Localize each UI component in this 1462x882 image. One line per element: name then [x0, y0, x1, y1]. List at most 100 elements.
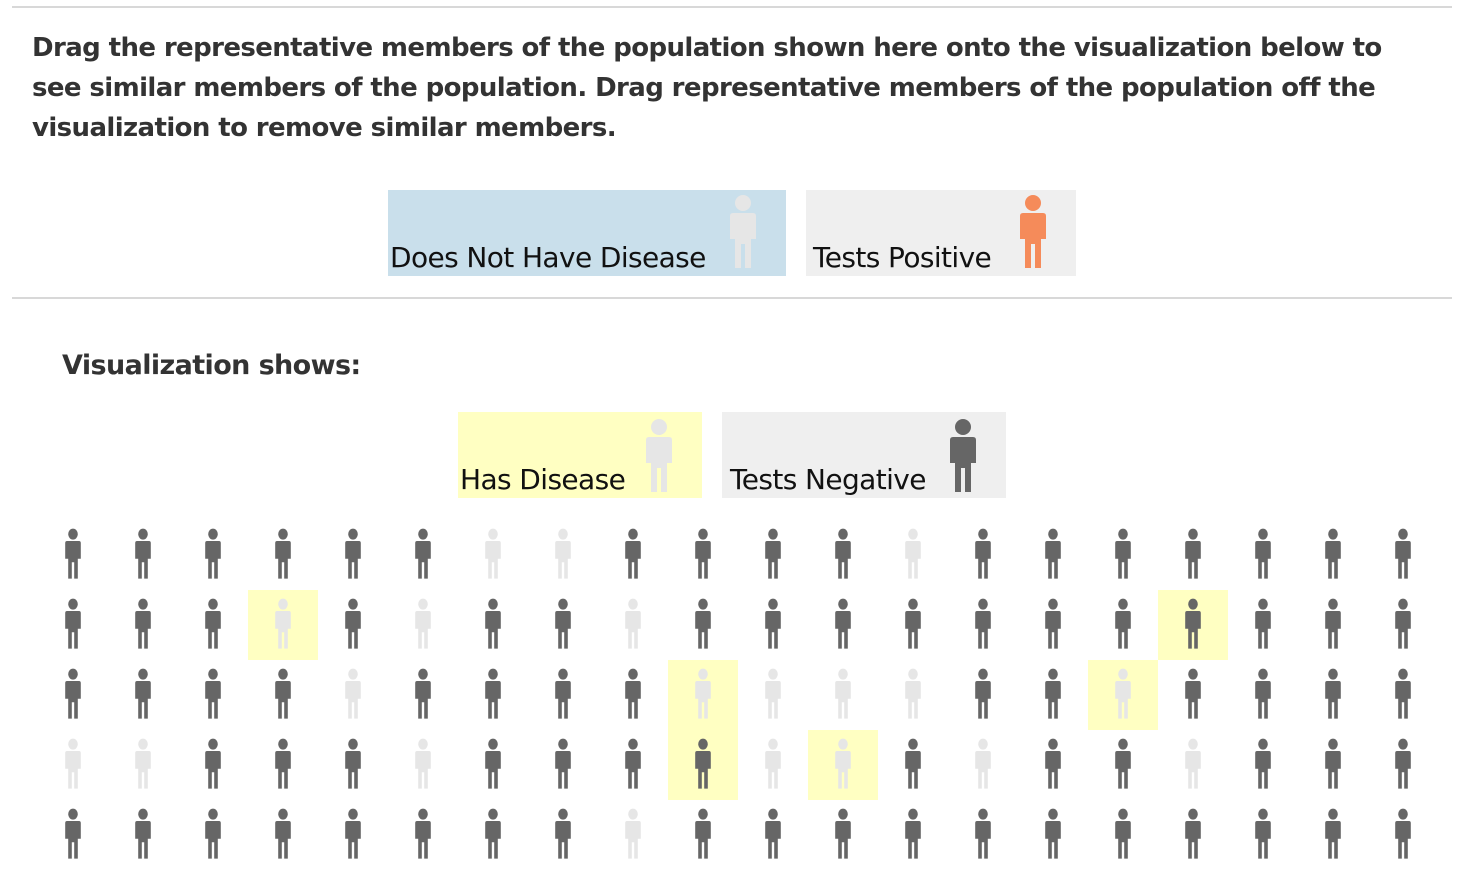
person-icon [1325, 598, 1341, 649]
person-icon [205, 808, 221, 859]
person-icon [1115, 598, 1131, 649]
population-member [178, 800, 248, 870]
active-card-tests-negative[interactable]: Tests Negative [722, 412, 1006, 498]
population-member [878, 590, 948, 660]
person-icon [975, 738, 991, 789]
population-member [1088, 660, 1158, 730]
instructions-text: Drag the representative members of the p… [32, 33, 1382, 143]
population-member [1298, 730, 1368, 800]
population-member [38, 800, 108, 870]
top-divider [12, 6, 1452, 8]
person-icon [65, 528, 81, 579]
person-icon [485, 528, 501, 579]
population-member [1018, 590, 1088, 660]
population-member [1088, 590, 1158, 660]
population-member [1088, 730, 1158, 800]
population-member [1368, 520, 1438, 590]
population-member [528, 590, 598, 660]
person-icon [1115, 668, 1131, 719]
population-member [458, 590, 528, 660]
person-icon [65, 738, 81, 789]
person-icon [765, 668, 781, 719]
population-member [738, 520, 808, 590]
person-icon [1045, 598, 1061, 649]
person-icon [205, 598, 221, 649]
visualization-title: Visualization shows: [62, 350, 361, 381]
person-icon [135, 528, 151, 579]
person-icon [905, 738, 921, 789]
middle-divider [12, 297, 1452, 299]
person-icon [555, 528, 571, 579]
population-member [1158, 520, 1228, 590]
person-icon [485, 808, 501, 859]
population-member [318, 730, 388, 800]
population-member [1438, 800, 1462, 870]
person-icon [555, 808, 571, 859]
population-member [668, 590, 738, 660]
person-icon [625, 598, 641, 649]
person-icon [1045, 738, 1061, 789]
person-icon [765, 598, 781, 649]
population-member [248, 660, 318, 730]
population-member [458, 660, 528, 730]
population-member [1088, 520, 1158, 590]
population-member [528, 800, 598, 870]
person-icon [835, 738, 851, 789]
population-member [318, 660, 388, 730]
population-member [1368, 660, 1438, 730]
population-member [808, 800, 878, 870]
population-member [808, 520, 878, 590]
person-icon [555, 668, 571, 719]
population-member [1228, 660, 1298, 730]
population-member [668, 800, 738, 870]
person-icon [1395, 808, 1411, 859]
person-icon [765, 738, 781, 789]
person-icon [695, 668, 711, 719]
population-member [598, 730, 668, 800]
population-member [1158, 590, 1228, 660]
person-icon [1395, 738, 1411, 789]
population-member [108, 520, 178, 590]
person-icon [1395, 668, 1411, 719]
population-member [178, 730, 248, 800]
person-icon [975, 598, 991, 649]
population-member [1438, 590, 1462, 660]
population-member [248, 800, 318, 870]
population-member [1368, 800, 1438, 870]
population-member [108, 660, 178, 730]
person-icon [950, 419, 976, 492]
person-icon [695, 528, 711, 579]
population-member [948, 730, 1018, 800]
population-member [458, 800, 528, 870]
population-member [108, 730, 178, 800]
person-icon [415, 738, 431, 789]
person-icon [135, 808, 151, 859]
population-member [1298, 590, 1368, 660]
active-card-has-disease[interactable]: Has Disease [458, 412, 702, 498]
palette-card-label: Does Not Have Disease [390, 241, 706, 274]
palette-card-does-not-have-disease[interactable]: Does Not Have Disease [388, 190, 786, 276]
person-icon [415, 528, 431, 579]
population-member [1368, 590, 1438, 660]
person-icon [275, 528, 291, 579]
population-member [178, 520, 248, 590]
population-member [248, 590, 318, 660]
person-icon [485, 668, 501, 719]
person-icon [345, 528, 361, 579]
population-member [1158, 660, 1228, 730]
population-member [668, 730, 738, 800]
person-icon [205, 668, 221, 719]
person-icon [1255, 808, 1271, 859]
population-member [1158, 800, 1228, 870]
person-icon [275, 668, 291, 719]
population-member [318, 800, 388, 870]
population-member [1018, 660, 1088, 730]
person-icon [1115, 738, 1131, 789]
palette-card-tests-positive[interactable]: Tests Positive [806, 190, 1076, 276]
person-icon [275, 808, 291, 859]
population-member [738, 590, 808, 660]
person-icon [835, 528, 851, 579]
population-member [948, 520, 1018, 590]
person-icon [1185, 738, 1201, 789]
